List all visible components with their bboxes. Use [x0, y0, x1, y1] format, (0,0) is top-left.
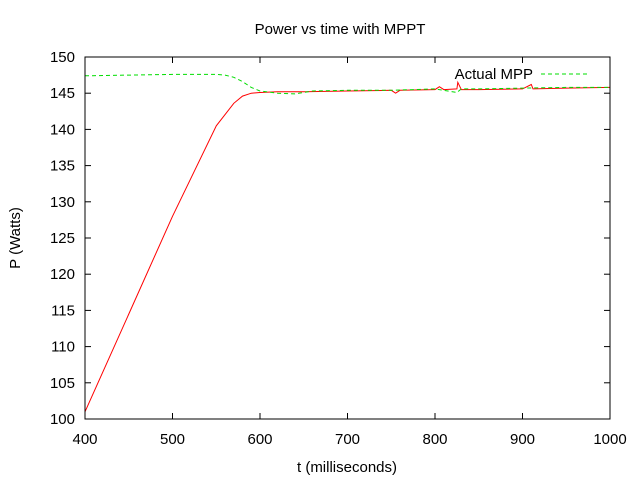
y-tick-label: 150 [50, 49, 75, 66]
y-tick-label: 105 [50, 375, 75, 392]
x-tick-label: 600 [247, 431, 272, 448]
legend: Actual MPP [455, 66, 588, 83]
y-tick-label: 125 [50, 230, 75, 247]
plot-frame [84, 56, 611, 420]
y-tick-label: 120 [50, 266, 75, 283]
x-tick-label: 800 [422, 431, 447, 448]
x-tick-label: 700 [335, 431, 360, 448]
x-tick-label: 400 [72, 431, 97, 448]
plot-area [84, 73, 611, 413]
axes: 400 500 600 700 800 900 1000 100 105 110 115 120 125… [50, 49, 627, 448]
y-tick-label: 145 [50, 85, 75, 102]
x-tick-label: 500 [160, 431, 185, 448]
series-line-0 [84, 80, 611, 413]
y-tick-label: 110 [51, 339, 75, 356]
series-line-1 [84, 73, 610, 95]
y-axis-label: P (Watts) [7, 207, 24, 269]
x-tick-label: 900 [510, 431, 535, 448]
x-tick-label: 1000 [593, 431, 626, 448]
y-tick-label: 135 [50, 158, 75, 175]
y-tick-label: 140 [50, 121, 75, 138]
y-tick-label: 130 [50, 194, 75, 211]
y-tick-label: 100 [50, 411, 75, 428]
x-axis-label: t (milliseconds) [297, 459, 397, 476]
legend-label: Actual MPP [455, 66, 533, 83]
y-tick-label: 115 [51, 302, 75, 319]
chart-title: Power vs time with MPPT [255, 21, 426, 38]
